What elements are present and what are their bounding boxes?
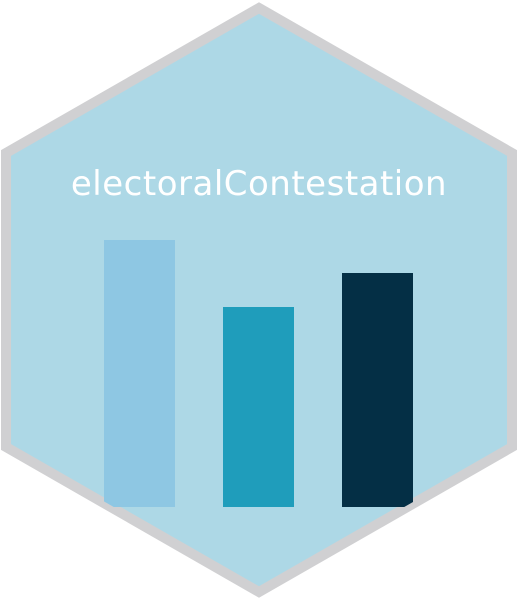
bars-group	[104, 240, 413, 507]
bar-left	[104, 240, 175, 507]
bar-middle	[223, 307, 294, 507]
bar-right	[342, 273, 413, 507]
logo-title: electoralContestation	[70, 164, 448, 204]
